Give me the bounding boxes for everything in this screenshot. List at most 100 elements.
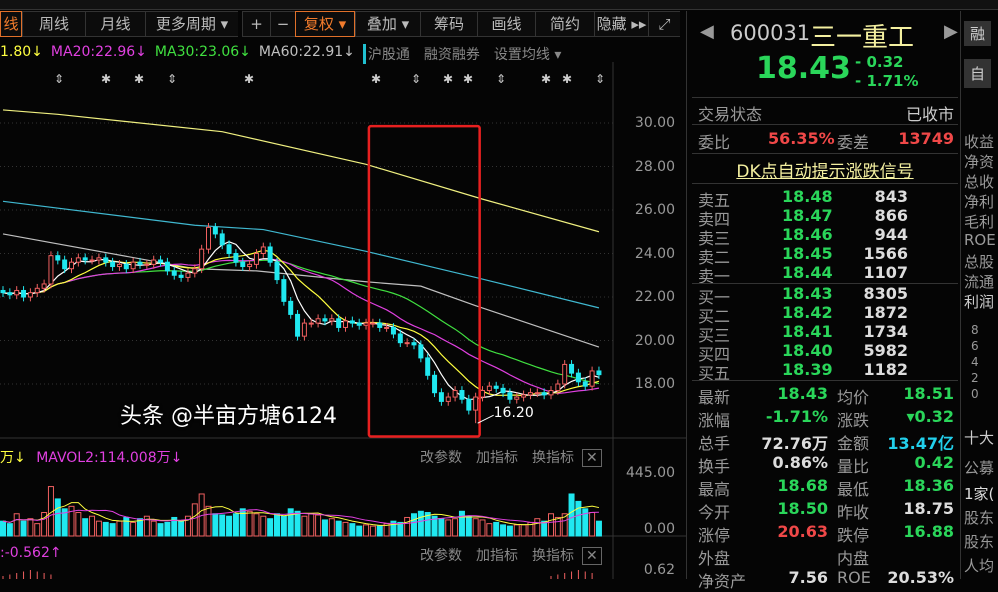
volume-bar bbox=[561, 513, 568, 537]
candle bbox=[55, 251, 61, 265]
volume-bar bbox=[34, 523, 41, 537]
toolbar-hide-button[interactable]: 隐藏 ▸▸ bbox=[594, 11, 648, 37]
candle bbox=[199, 244, 205, 274]
toolbar-adjust-button[interactable]: 复权 ▾ bbox=[295, 11, 355, 37]
event-star-icon[interactable]: ✱ bbox=[463, 72, 473, 86]
candle bbox=[110, 257, 116, 271]
ma10-value: 1.80↓ bbox=[0, 44, 43, 60]
stat-label: 昨收 bbox=[837, 503, 870, 522]
fund-label: 公募 bbox=[964, 459, 995, 477]
volume-bar bbox=[267, 518, 274, 537]
add-indicator-button[interactable]: 加指标 bbox=[476, 548, 518, 564]
dk-signal-link[interactable]: DK点自动提示涨跌信号 bbox=[736, 162, 914, 182]
toolbar-fullscreen-button[interactable]: ⤢ bbox=[648, 11, 680, 37]
price-axis-tick: 28.00 bbox=[634, 158, 675, 175]
finance-item: 净资 bbox=[964, 153, 995, 171]
kline-chart[interactable]: ⇕ ✱ ✱ ⇕ ✱ ✱ ⇕ ✱ ✱ ⇕ ✱ ✱ ⇕ 16.20 bbox=[0, 62, 686, 579]
level-volume: 866 bbox=[874, 206, 908, 225]
event-star-icon[interactable]: ✱ bbox=[134, 72, 144, 86]
candle bbox=[438, 388, 444, 406]
stat-value: 18.50 bbox=[777, 499, 828, 518]
event-star-icon[interactable]: ✱ bbox=[443, 72, 453, 86]
volume-bar bbox=[342, 521, 349, 537]
candle bbox=[336, 314, 342, 332]
volume-bar bbox=[493, 521, 500, 537]
candle bbox=[130, 257, 136, 274]
level-volume: 1734 bbox=[863, 322, 908, 341]
level-price: 18.41 bbox=[782, 322, 833, 341]
top-market-tabs-strip[interactable] bbox=[0, 0, 998, 10]
event-arrow-icon[interactable]: ⇕ bbox=[496, 72, 506, 86]
margin-button[interactable]: 融 bbox=[964, 21, 992, 46]
toolbar-more-periods-button[interactable]: 更多周期 ▾ bbox=[145, 11, 238, 37]
event-arrow-icon[interactable]: ⇕ bbox=[411, 72, 421, 86]
toolbar-draw-button[interactable]: 画线 bbox=[477, 11, 535, 37]
divider bbox=[692, 283, 958, 284]
price-axis-tick: 24.00 bbox=[634, 245, 675, 262]
change-params-button[interactable]: 改参数 bbox=[420, 548, 462, 564]
close-panel-button[interactable]: ✕ bbox=[582, 547, 602, 565]
panel-splitter[interactable] bbox=[686, 11, 687, 579]
candle bbox=[21, 286, 27, 302]
candle bbox=[260, 242, 266, 258]
switch-indicator-button[interactable]: 换指标 bbox=[532, 548, 574, 564]
volume-bar bbox=[486, 523, 493, 537]
margin-trading-button[interactable]: 融资融券 bbox=[423, 47, 480, 63]
next-stock-arrow-icon[interactable]: ▶ bbox=[944, 21, 958, 42]
toolbar-chips-button[interactable]: 筹码 bbox=[420, 11, 477, 37]
switch-indicator-button[interactable]: 换指标 bbox=[532, 450, 574, 466]
stat-value: 0.86% bbox=[772, 453, 828, 472]
event-arrow-icon[interactable]: ⇕ bbox=[54, 72, 64, 86]
level-volume: 944 bbox=[874, 225, 908, 244]
event-star-icon[interactable]: ✱ bbox=[101, 72, 111, 86]
toolbar-simple-button[interactable]: 简约 bbox=[535, 11, 594, 37]
toolbar-zoom-out-button[interactable]: − bbox=[270, 11, 295, 37]
profit-tab[interactable]: 利润 bbox=[964, 293, 995, 311]
candle bbox=[281, 275, 287, 306]
prev-stock-arrow-icon[interactable]: ◀ bbox=[700, 21, 714, 42]
stat-label: 外盘 bbox=[698, 549, 731, 568]
event-arrow-icon[interactable]: ⇕ bbox=[595, 72, 605, 86]
self-select-button[interactable]: 自 bbox=[964, 59, 992, 88]
volume-bar bbox=[20, 520, 27, 537]
candle bbox=[75, 253, 81, 267]
add-indicator-button[interactable]: 加指标 bbox=[476, 450, 518, 466]
level-price: 18.47 bbox=[782, 206, 833, 225]
toolbar-day-button[interactable]: 线 bbox=[0, 11, 22, 37]
stat-label: 量比 bbox=[837, 457, 870, 476]
event-star-icon[interactable]: ✱ bbox=[541, 72, 551, 86]
volume-bar bbox=[246, 510, 253, 537]
close-panel-button[interactable]: ✕ bbox=[582, 449, 602, 467]
event-star-icon[interactable]: ✱ bbox=[244, 72, 254, 86]
candle bbox=[445, 392, 451, 406]
top10-tab[interactable]: 十大 bbox=[964, 429, 995, 447]
candle bbox=[274, 257, 280, 284]
toolbar-zoom-in-button[interactable]: + bbox=[242, 11, 270, 37]
profit-axis-tick: 6 bbox=[971, 339, 979, 353]
event-star-icon[interactable]: ✱ bbox=[371, 72, 381, 86]
last-price: 18.43 bbox=[756, 51, 851, 86]
volume-bar bbox=[369, 525, 376, 537]
event-arrow-icon[interactable]: ⇕ bbox=[167, 72, 177, 86]
set-ma-button[interactable]: 设置均线 ▾ bbox=[493, 47, 562, 63]
stock-header: ◀ 600031 三一重工 ▶ bbox=[692, 17, 958, 53]
change-params-button[interactable]: 改参数 bbox=[420, 450, 462, 466]
volume-bar bbox=[513, 524, 520, 537]
toolbar-week-button[interactable]: 周线 bbox=[22, 11, 85, 37]
volume-bar bbox=[390, 520, 397, 537]
candle bbox=[596, 366, 602, 379]
volume-bar bbox=[75, 512, 82, 537]
level-label: 买三 bbox=[698, 326, 731, 345]
finance-item: 收益 bbox=[964, 133, 995, 151]
toolbar-month-button[interactable]: 月线 bbox=[85, 11, 145, 37]
level-volume: 843 bbox=[874, 187, 908, 206]
candle bbox=[548, 386, 554, 400]
finance-item: ROE bbox=[964, 231, 996, 249]
toolbar-overlay-button[interactable]: 叠加 ▾ bbox=[355, 11, 420, 37]
ma-legend: 1.80↓ MA20:22.96↓ MA30:23.06↓ MA60:22.91… bbox=[0, 44, 561, 64]
volume-bar bbox=[321, 519, 328, 537]
volume-bar bbox=[589, 512, 596, 537]
hgt-button[interactable]: 沪股通 bbox=[362, 44, 410, 64]
event-star-icon[interactable]: ✱ bbox=[562, 72, 572, 86]
stat-label: 最新 bbox=[698, 388, 731, 407]
